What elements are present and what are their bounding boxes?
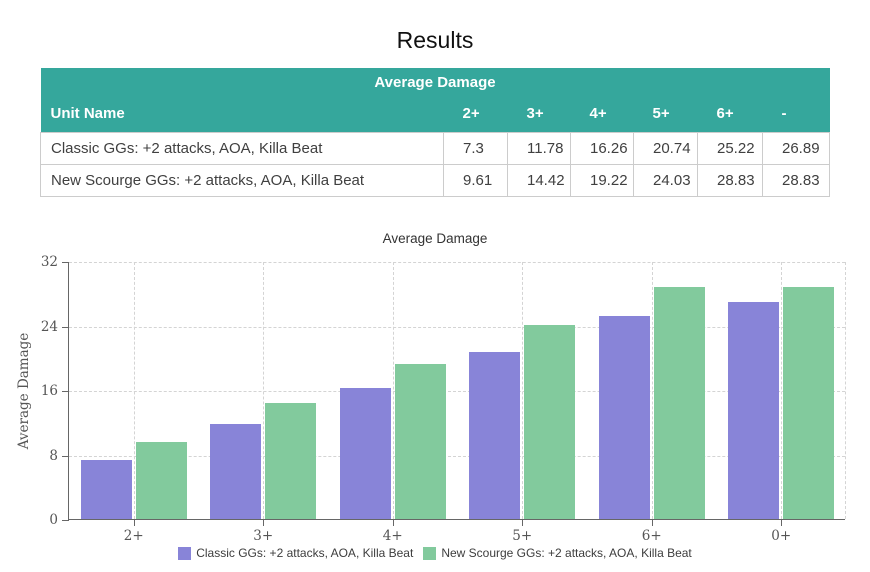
value-cell: 20.74: [633, 131, 698, 165]
value-cell: 16.26: [570, 131, 634, 165]
bar[interactable]: [653, 286, 705, 519]
column-header-unit-name: Unit Name: [50, 105, 125, 123]
bar[interactable]: [265, 402, 317, 519]
gridline-vertical: [263, 262, 265, 519]
bar[interactable]: [135, 441, 187, 519]
y-axis-tick-label: 32: [40, 254, 58, 270]
value-cell: 7.3: [443, 131, 508, 165]
bar[interactable]: [339, 387, 391, 519]
y-axis-tick-label: 16: [40, 383, 58, 399]
legend-swatch-icon: [423, 546, 437, 560]
bar[interactable]: [524, 325, 576, 519]
x-axis-tick-label: 0+: [771, 528, 792, 544]
y-axis-tick-label: 8: [49, 447, 58, 464]
value-cell: 19.22: [570, 163, 634, 197]
table-title-row: Average Damage: [40, 68, 830, 96]
gridline-vertical: [392, 262, 394, 519]
x-axis-tick-label: 4+: [382, 528, 403, 544]
bar[interactable]: [394, 364, 446, 519]
column-header: 5+: [652, 105, 670, 123]
table-body: Classic GGs: +2 attacks, AOA, Killa Beat…: [40, 131, 830, 197]
x-axis-tick-label: 5+: [512, 528, 533, 544]
table-header-row: Unit Name 2+ 3+ 4+ 5+ 6+ -: [40, 96, 830, 132]
bar[interactable]: [210, 424, 262, 519]
bar[interactable]: [598, 315, 650, 519]
x-axis-tick-label: 2+: [123, 528, 144, 544]
column-header: 4+: [589, 105, 607, 123]
x-axis-tick: [133, 519, 135, 526]
y-axis-tick-label: 0: [49, 512, 58, 528]
bar[interactable]: [783, 286, 835, 519]
y-axis-tick: [62, 262, 69, 263]
column-header: -: [781, 105, 787, 123]
gridline-horizontal: [69, 391, 845, 392]
column-header: 3+: [526, 105, 544, 123]
unit-name-cell: Classic GGs: +2 attacks, AOA, Killa Beat: [40, 131, 444, 165]
value-cell: 14.42: [507, 163, 571, 197]
value-cell: 9.61: [443, 163, 508, 197]
column-header: 6+: [716, 105, 734, 123]
table-row: Classic GGs: +2 attacks, AOA, Killa Beat…: [40, 131, 830, 165]
x-axis-tick: [522, 519, 524, 526]
legend-swatch-icon: [178, 546, 192, 560]
legend-item[interactable]: New Scourge GGs: +2 attacks, AOA, Killa …: [423, 546, 692, 560]
table-row: New Scourge GGs: +2 attacks, AOA, Killa …: [40, 163, 830, 197]
x-axis-tick: [392, 519, 394, 526]
x-axis-tick-label: 3+: [253, 528, 274, 544]
value-cell: 25.22: [697, 131, 763, 165]
y-axis-tick: [62, 455, 69, 457]
value-cell: 11.78: [507, 131, 571, 165]
unit-name-cell: New Scourge GGs: +2 attacks, AOA, Killa …: [40, 163, 444, 197]
x-axis-tick: [651, 519, 653, 526]
gridline-horizontal: [69, 262, 845, 263]
table-title: Average Damage: [374, 73, 496, 91]
gridline-vertical: [781, 262, 783, 519]
gridline-vertical: [522, 262, 524, 519]
gridline-vertical: [845, 262, 846, 519]
gridline-horizontal: [69, 455, 845, 457]
gridline-vertical: [651, 262, 653, 519]
x-axis-tick: [781, 519, 783, 526]
bar[interactable]: [469, 351, 521, 519]
chart-legend: Classic GGs: +2 attacks, AOA, Killa Beat…: [0, 546, 870, 560]
x-axis-tick-label: 6+: [641, 528, 662, 544]
value-cell: 24.03: [633, 163, 698, 197]
plot-area: 0 8 16 24 32 2+ 3+ 4+ 5+ 6+ 0+: [41, 254, 846, 544]
y-axis-tick-label: 24: [40, 318, 58, 335]
gridline-horizontal: [69, 326, 845, 328]
column-header: 2+: [462, 105, 480, 123]
chart-title: Average Damage: [382, 231, 488, 246]
legend-label: New Scourge GGs: +2 attacks, AOA, Killa …: [441, 546, 692, 560]
value-cell: 28.83: [762, 163, 830, 197]
value-cell: 28.83: [697, 163, 763, 197]
y-axis-tick: [62, 391, 69, 392]
y-axis-tick: [62, 326, 69, 328]
page-title: Results: [396, 27, 474, 53]
x-axis-tick: [263, 519, 265, 526]
bar[interactable]: [80, 460, 132, 519]
legend-item[interactable]: Classic GGs: +2 attacks, AOA, Killa Beat: [178, 546, 413, 560]
results-table: Average Damage Unit Name 2+ 3+ 4+ 5+ 6+ - Clas…: [40, 68, 830, 197]
bar[interactable]: [728, 302, 780, 519]
value-cell: 26.89: [762, 131, 830, 165]
gridline-vertical: [133, 262, 135, 519]
y-axis-title: Average Damage: [16, 332, 32, 450]
legend-label: Classic GGs: +2 attacks, AOA, Killa Beat: [196, 546, 414, 560]
y-axis-tick: [62, 520, 69, 521]
